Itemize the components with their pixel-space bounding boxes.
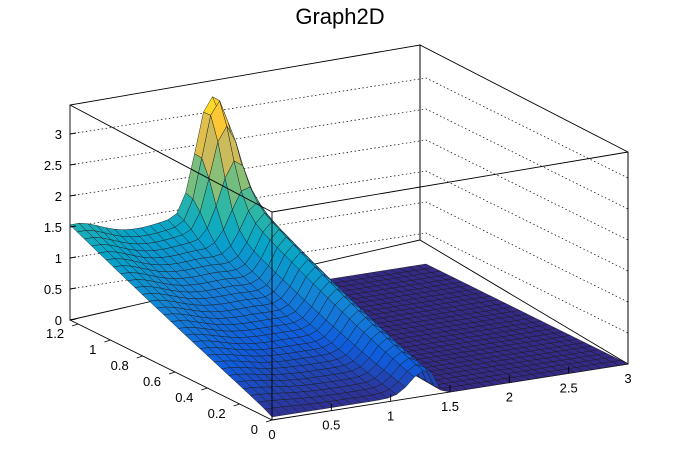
tick-label: 3 [624,371,631,386]
tick-label: 1 [55,251,62,266]
tick-label: 0.4 [175,390,193,405]
z-tick-mark [69,256,77,259]
tick-label: 1 [387,408,394,423]
z-tick-mark [69,163,77,166]
tick-label: 0 [268,427,275,442]
surface-patch [611,360,629,366]
tick-label: 0.8 [111,358,129,373]
tick-label: 2 [506,390,513,405]
tick-label: 3 [55,127,62,142]
y-tick-mark [168,371,176,375]
chart-title: Graph2D [295,4,384,29]
z-tick-mark [69,194,77,197]
tick-label: 0 [55,313,62,328]
tick-label: 0 [251,422,258,437]
tick-label: 2.5 [44,158,62,173]
y-tick-mark [201,387,208,391]
tick-label: 1.5 [44,220,62,235]
tick-label: 0.2 [208,406,226,421]
tick-label: 1.5 [441,399,459,414]
front-edges [69,104,629,420]
tick-label: 0.5 [322,418,340,433]
tick-label: 0.6 [143,374,161,389]
x-axis-ticks: 0 0.5 1 1.5 2 2.5 3 [268,357,632,442]
z-tick-mark [69,225,77,228]
tick-label: 1.2 [46,326,64,341]
y-tick-mark [233,403,240,407]
y-tick-mark [136,355,143,359]
y-tick-mark [265,419,273,423]
surface-mesh [69,96,629,418]
z-tick-mark [69,287,77,290]
tick-label: 2.5 [560,380,578,395]
y-tick-mark [71,323,79,327]
z-tick-mark [69,318,77,321]
z-axis-ticks: 0 0.5 1 1.5 2 2.5 3 [44,127,77,328]
y-axis-ticks: 0 0.2 0.4 0.6 0.8 1 1.2 [46,323,273,437]
tick-label: 1 [89,342,96,357]
tick-label: 0.5 [44,282,62,297]
z-tick-mark [69,132,77,135]
tick-label: 2 [55,189,62,204]
y-tick-mark [104,339,111,343]
